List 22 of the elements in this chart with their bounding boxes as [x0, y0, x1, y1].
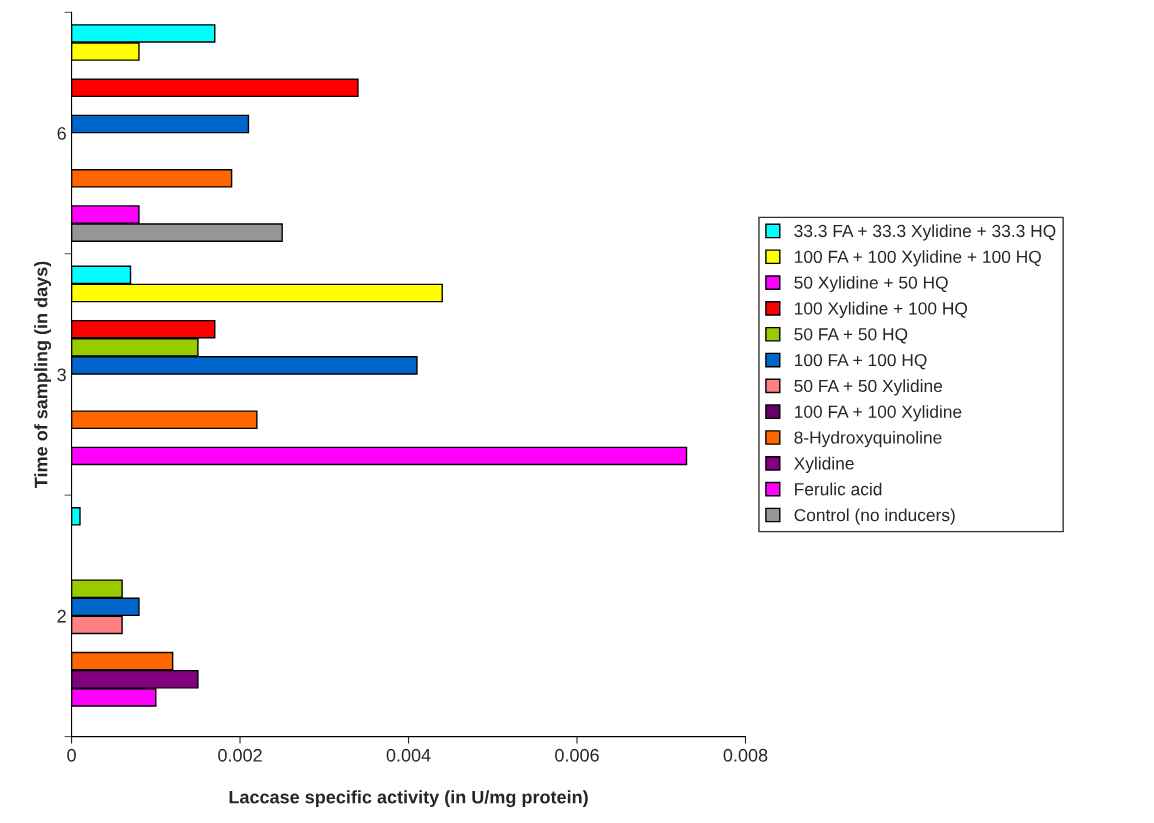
legend-label: 100 FA + 100 Xylidine + 100 HQ — [795, 250, 1041, 267]
legend-label: 100 Xylidine + 100 HQ — [795, 301, 968, 319]
legend-label: Ferulic acid — [795, 482, 882, 496]
legend-label: 50 FA + 50 Xylidine — [794, 379, 943, 396]
y-tick-label: 6 — [57, 126, 66, 140]
legend-label: 8-Hydroxyquinoline — [794, 430, 942, 448]
legend-label: 33.3 FA + 33.3 Xylidine + 33.3 HQ — [794, 224, 1056, 241]
legend-label: 100 FA + 100 HQ — [795, 353, 927, 370]
x-tick-label: 0.002 — [218, 748, 262, 762]
y-tick-label: 2 — [57, 609, 66, 623]
x-tick-label: 0.008 — [723, 748, 768, 762]
x-tick-label: 0.004 — [386, 748, 431, 762]
legend-label: 100 FA + 100 Xylidine — [795, 405, 962, 422]
y-tick-label: 3 — [57, 368, 66, 382]
x-axis-title: Laccase specific activity (in U/mg protein) — [229, 790, 588, 808]
x-tick-label: 0 — [67, 748, 76, 762]
legend-label: Control (no inducers) — [794, 508, 955, 525]
legend-label: 50 FA + 50 HQ — [794, 328, 908, 344]
x-tick-label: 0.006 — [555, 748, 599, 762]
legend-label: Xylidine — [794, 456, 854, 473]
legend-label: 50 Xylidine + 50 HQ — [794, 276, 948, 293]
y-axis-title: Time of sampling (in days) — [34, 261, 52, 488]
